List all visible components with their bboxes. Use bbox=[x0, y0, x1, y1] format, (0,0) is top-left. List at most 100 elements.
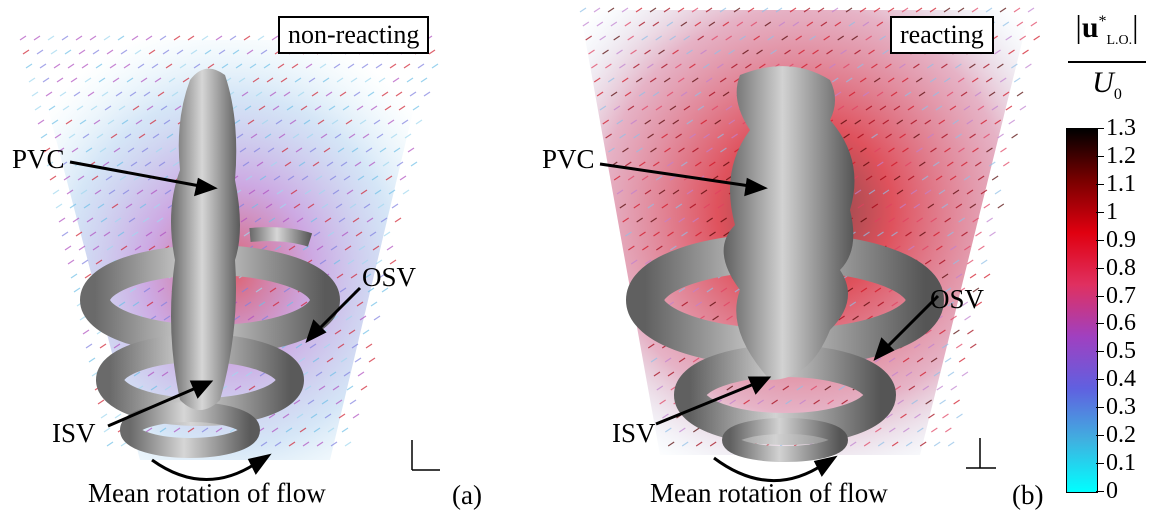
vector-arrow bbox=[929, 7, 937, 13]
vector-arrow bbox=[33, 35, 41, 41]
vector-arrow bbox=[244, 301, 252, 307]
vector-arrow bbox=[739, 35, 747, 41]
vector-arrow bbox=[876, 91, 884, 97]
vector-arrow bbox=[967, 329, 974, 335]
vector-arrow bbox=[65, 119, 73, 125]
vector-arrow bbox=[944, 287, 952, 293]
vector-arrow bbox=[680, 91, 688, 97]
vector-arrow bbox=[703, 133, 710, 139]
vector-arrow bbox=[708, 91, 716, 97]
vector-arrow bbox=[720, 217, 727, 223]
vector-arrow bbox=[829, 63, 836, 69]
vector-arrow bbox=[346, 385, 354, 391]
vector-arrow bbox=[133, 175, 141, 181]
vector-arrow bbox=[326, 161, 334, 167]
vector-arrow bbox=[140, 77, 148, 83]
vector-arrow bbox=[840, 49, 847, 55]
vector-arrow bbox=[743, 399, 750, 405]
vector-arrow bbox=[95, 259, 103, 265]
vector-arrow bbox=[287, 175, 295, 181]
vector-arrow bbox=[391, 203, 399, 209]
vector-arrow bbox=[747, 7, 755, 13]
vector-arrow bbox=[120, 49, 128, 55]
vector-arrow bbox=[757, 399, 764, 405]
vector-arrow bbox=[80, 189, 88, 195]
vector-arrow bbox=[232, 49, 240, 55]
vector-arrow bbox=[1016, 91, 1024, 97]
panel-tag: (b) bbox=[1012, 480, 1044, 510]
vector-arrow bbox=[112, 77, 120, 83]
vector-arrow bbox=[647, 343, 655, 349]
vector-arrow bbox=[619, 63, 626, 69]
vector-arrow bbox=[323, 343, 331, 349]
vector-arrow bbox=[641, 175, 649, 181]
vector-arrow bbox=[627, 35, 635, 41]
vector-arrow bbox=[360, 385, 368, 391]
colorbar-gradient bbox=[1066, 128, 1098, 493]
vector-arrow bbox=[927, 343, 935, 349]
vector-arrow bbox=[318, 189, 326, 195]
vector-arrow bbox=[273, 175, 281, 181]
vector-arrow bbox=[860, 287, 868, 293]
vector-arrow bbox=[331, 119, 339, 125]
vector-arrow bbox=[64, 245, 72, 251]
vector-arrow bbox=[944, 427, 952, 433]
vector-arrow bbox=[700, 49, 707, 55]
vector-arrow bbox=[655, 35, 663, 41]
vector-arrow bbox=[849, 441, 857, 447]
vector-arrow bbox=[114, 413, 122, 419]
vector-arrow bbox=[117, 231, 125, 237]
vector-arrow bbox=[319, 259, 327, 265]
vector-arrow bbox=[253, 147, 261, 153]
vector-arrow bbox=[392, 77, 400, 83]
vector-arrow bbox=[252, 77, 260, 83]
vector-arrow bbox=[366, 217, 374, 223]
vector-arrow bbox=[412, 105, 420, 111]
vector-arrow bbox=[293, 203, 301, 209]
vector-arrow bbox=[88, 357, 96, 363]
vector-arrow bbox=[971, 7, 979, 13]
vector-arrow bbox=[73, 287, 81, 293]
vector-arrow bbox=[662, 413, 669, 419]
vector-arrow bbox=[221, 63, 229, 69]
vector-arrow bbox=[930, 357, 938, 363]
vector-arrow bbox=[638, 91, 646, 97]
vector-arrow bbox=[953, 399, 960, 405]
vector-arrow bbox=[991, 175, 999, 181]
vector-arrow bbox=[388, 189, 396, 195]
vector-arrow bbox=[322, 77, 330, 83]
vector-arrow bbox=[975, 301, 983, 307]
vector-arrow bbox=[90, 105, 98, 111]
vector-arrow bbox=[635, 77, 643, 83]
vector-arrow bbox=[689, 203, 697, 209]
vector-arrow bbox=[905, 441, 913, 447]
vector-arrow bbox=[806, 21, 814, 27]
vector-arrow bbox=[319, 63, 327, 69]
vector-arrow bbox=[630, 119, 638, 125]
vector-arrow bbox=[624, 21, 632, 27]
vector-arrow bbox=[139, 203, 147, 209]
vector-arrow bbox=[92, 49, 100, 55]
vector-arrow bbox=[239, 147, 247, 153]
colorbar-tick-mark bbox=[1096, 463, 1104, 465]
colorbar-tick-label: 0.7 bbox=[1106, 282, 1136, 309]
vector-arrow bbox=[647, 63, 654, 69]
vector-arrow bbox=[933, 371, 941, 377]
vector-arrow bbox=[375, 259, 383, 265]
vector-arrow bbox=[658, 189, 666, 195]
colorbar-tick-mark bbox=[1096, 491, 1104, 492]
vector-arrow bbox=[260, 441, 268, 447]
vector-arrow bbox=[84, 273, 92, 279]
vector-arrow bbox=[848, 91, 856, 97]
vector-arrow bbox=[916, 427, 924, 433]
vector-arrow bbox=[303, 119, 311, 125]
vector-arrow bbox=[638, 21, 646, 27]
vector-arrow bbox=[989, 231, 996, 237]
vector-arrow bbox=[666, 21, 674, 27]
vector-arrow bbox=[650, 147, 657, 153]
vector-arrow bbox=[964, 245, 971, 251]
vector-arrow bbox=[712, 315, 719, 321]
vector-arrow bbox=[364, 77, 372, 83]
vector-arrow bbox=[897, 399, 904, 405]
axis-triad-icon bbox=[966, 438, 996, 469]
